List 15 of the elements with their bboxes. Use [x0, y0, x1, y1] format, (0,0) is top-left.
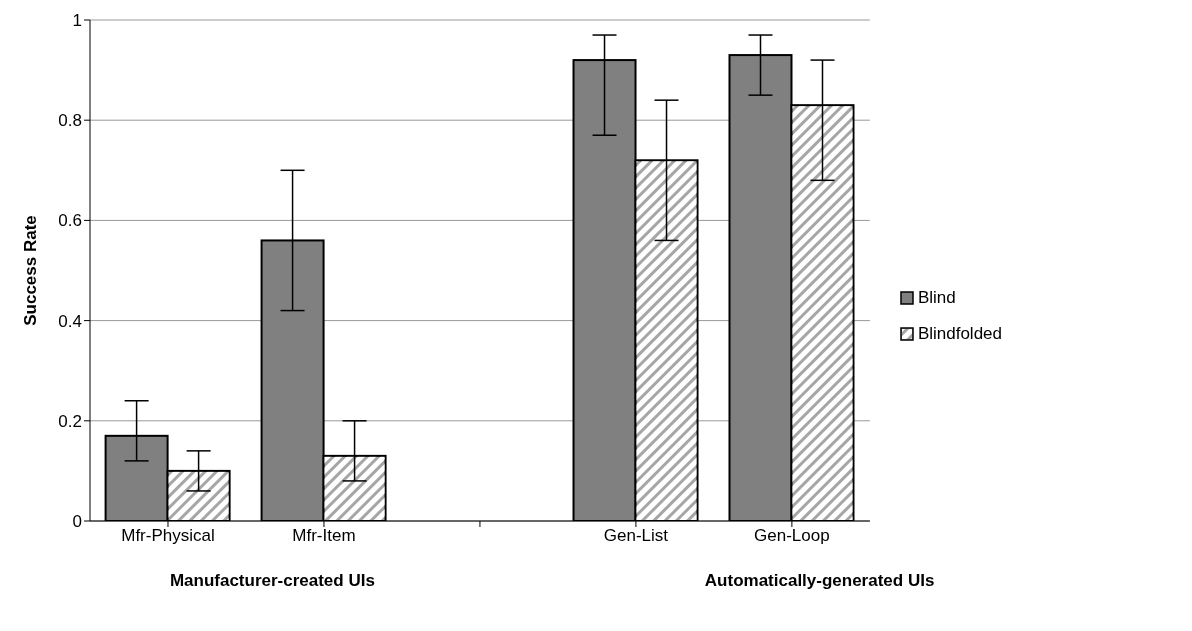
- y-axis-title: Success Rate: [21, 215, 41, 326]
- x-tick-label: Gen-List: [603, 526, 669, 546]
- y-tick-label: 0.4: [58, 311, 82, 331]
- y-tick-label: 0.8: [58, 111, 82, 131]
- y-tick-label: 1: [72, 11, 82, 31]
- x-tick-label: Mfr-Item: [292, 526, 356, 546]
- y-tick-label: 0.6: [58, 211, 82, 231]
- legend-label: Blind: [917, 287, 956, 308]
- text: Manufacturer-created UIs: [168, 571, 376, 591]
- y-tick-label: 0.2: [58, 411, 82, 431]
- x-tick-label: Mfr-Physical: [121, 526, 215, 546]
- y-tick-label: 0: [72, 512, 82, 532]
- x-tick-label: Gen-Loop: [754, 526, 830, 546]
- text: Automatically-generated UIs: [703, 571, 936, 591]
- legend-label: Blindfolded: [917, 323, 1002, 344]
